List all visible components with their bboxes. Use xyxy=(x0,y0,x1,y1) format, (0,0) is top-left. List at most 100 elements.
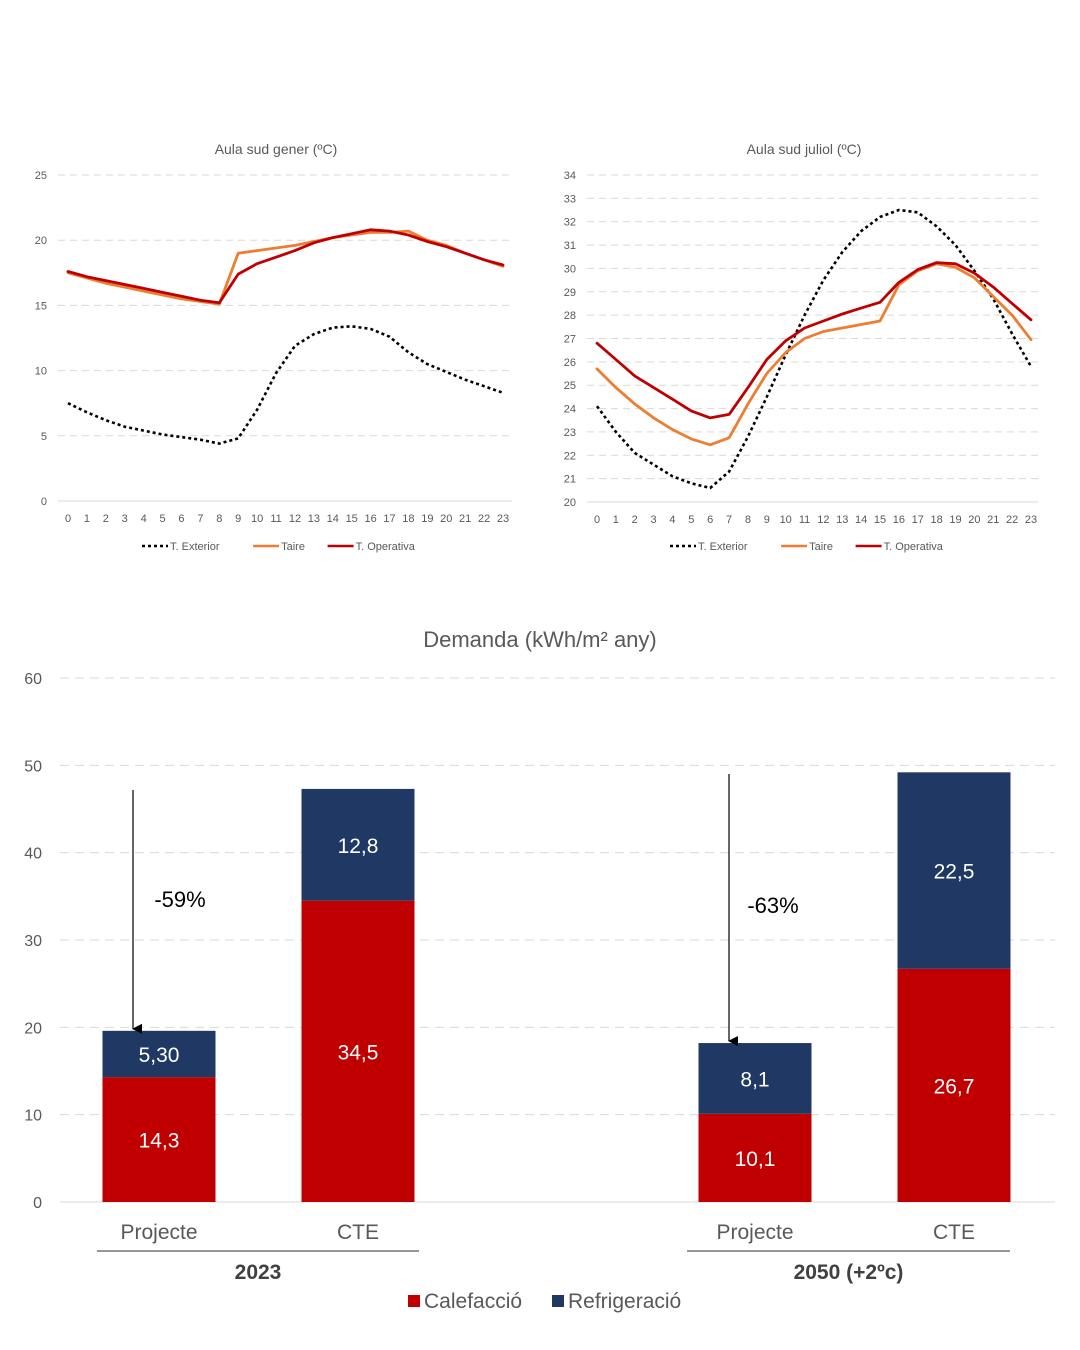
x-tick-label: 22 xyxy=(478,513,490,525)
x-tick-label: 13 xyxy=(308,513,320,525)
x-tick-label: 15 xyxy=(874,514,886,526)
x-tick-label: 19 xyxy=(421,513,433,525)
bar-refrigeracio xyxy=(698,1043,812,1114)
bar-calefaccio xyxy=(897,968,1011,1202)
x-tick-label: 9 xyxy=(235,513,241,525)
y-tick-label: 25 xyxy=(35,170,47,182)
y-tick-label: 28 xyxy=(564,310,576,322)
x-tick-label: 20 xyxy=(440,513,452,525)
category-label: CTE xyxy=(933,1221,975,1244)
x-tick-label: 1 xyxy=(613,514,619,526)
y-tick-label: 50 xyxy=(24,758,42,775)
bar-calefaccio xyxy=(102,1077,216,1202)
y-tick-label: 33 xyxy=(564,193,576,205)
data-label: 14,3 xyxy=(139,1130,180,1153)
x-tick-label: 5 xyxy=(688,514,694,526)
x-tick-label: 8 xyxy=(745,514,751,526)
x-tick-label: 3 xyxy=(122,513,128,525)
series-line-taire xyxy=(595,262,1033,447)
y-tick-label: 27 xyxy=(564,334,576,346)
reduction-label: -59% xyxy=(154,887,205,912)
x-tick-label: 7 xyxy=(726,514,732,526)
data-label: 22,5 xyxy=(934,861,975,884)
chart-title: Aula sud gener (ºC) xyxy=(215,141,338,157)
y-tick-label: 20 xyxy=(24,1020,42,1037)
y-tick-label: 25 xyxy=(564,380,576,392)
x-tick-label: 12 xyxy=(289,513,301,525)
group-label: 2023 xyxy=(235,1261,282,1284)
series-line-operativa xyxy=(66,228,505,305)
y-tick-label: 21 xyxy=(564,474,576,486)
legend-swatch-refrigeracio xyxy=(552,1295,564,1307)
legend-label-taire: Taire xyxy=(809,541,833,553)
y-tick-label: 29 xyxy=(564,287,576,299)
x-tick-label: 4 xyxy=(669,514,675,526)
x-tick-label: 17 xyxy=(912,514,924,526)
x-tick-label: 17 xyxy=(383,513,395,525)
bar-chart: Demanda (kWh/m² any) 0 10 20 30 40 50 60 14,3 5,3… xyxy=(24,627,1055,1313)
x-tick-label: 20 xyxy=(968,514,980,526)
x-tick-label: 16 xyxy=(893,514,905,526)
x-tick-label: 15 xyxy=(346,513,358,525)
data-label: 34,5 xyxy=(338,1041,379,1064)
legend-label-operativa: T. Operativa xyxy=(356,541,416,553)
x-tick-label: 6 xyxy=(178,513,184,525)
y-tick-label: 10 xyxy=(35,366,47,378)
y-tick-label: 23 xyxy=(564,427,576,439)
y-tick-label: 24 xyxy=(564,404,576,416)
chart-title: Aula sud juliol (ºC) xyxy=(747,141,862,157)
legend-label-calefaccio: Calefacció xyxy=(424,1290,522,1313)
y-tick-label: 15 xyxy=(35,300,47,312)
chart-title: Demanda (kWh/m² any) xyxy=(423,627,657,652)
x-tick-label: 2 xyxy=(632,514,638,526)
y-tick-label: 40 xyxy=(24,846,42,863)
bar-refrigeracio xyxy=(102,1030,216,1078)
legend-label-exterior: T. Exterior xyxy=(170,541,220,553)
category-label: CTE xyxy=(337,1221,379,1244)
series-line-operativa xyxy=(595,261,1033,420)
data-label: 8,1 xyxy=(740,1068,769,1091)
bar-refrigeracio xyxy=(301,788,415,901)
y-tick-label: 60 xyxy=(24,671,42,688)
x-tick-label: 1 xyxy=(84,513,90,525)
x-tick-label: 0 xyxy=(594,514,600,526)
category-label: Projecte xyxy=(120,1221,197,1244)
y-tick-label: 26 xyxy=(564,357,576,369)
legend-label-exterior: T. Exterior xyxy=(698,541,748,553)
category-label: Projecte xyxy=(716,1221,793,1244)
x-tick-label: 16 xyxy=(364,513,376,525)
data-label: 12,8 xyxy=(338,835,379,858)
x-tick-label: 22 xyxy=(1006,514,1018,526)
y-tick-label: 20 xyxy=(35,235,47,247)
bar-calefaccio xyxy=(698,1113,812,1202)
x-tick-label: 4 xyxy=(141,513,147,525)
x-tick-label: 5 xyxy=(160,513,166,525)
y-tick-label: 5 xyxy=(41,431,47,443)
legend-label-operativa: T. Operativa xyxy=(884,541,944,553)
y-tick-label: 32 xyxy=(564,217,576,229)
y-tick-label: 30 xyxy=(564,263,576,275)
x-tick-label: 21 xyxy=(459,513,471,525)
x-tick-label: 18 xyxy=(931,514,943,526)
x-tick-label: 9 xyxy=(764,514,770,526)
y-tick-label: 30 xyxy=(24,933,42,950)
x-tick-label: 14 xyxy=(855,514,867,526)
data-label: 26,7 xyxy=(934,1075,975,1098)
series-line-exterior xyxy=(595,208,1033,490)
group-label: 2050 (+2ºc) xyxy=(794,1261,904,1284)
x-tick-label: 12 xyxy=(817,514,829,526)
x-tick-label: 19 xyxy=(949,514,961,526)
x-tick-label: 10 xyxy=(780,514,792,526)
series-line-taire xyxy=(66,229,505,306)
data-label: 5,30 xyxy=(139,1044,180,1067)
line-chart-1: Aula sud juliol (ºC)20212223242526272829… xyxy=(564,141,1038,553)
x-tick-label: 21 xyxy=(987,514,999,526)
y-tick-label: 31 xyxy=(564,240,576,252)
x-tick-label: 10 xyxy=(251,513,263,525)
x-tick-label: 8 xyxy=(216,513,222,525)
x-tick-label: 13 xyxy=(836,514,848,526)
x-tick-label: 0 xyxy=(65,513,71,525)
x-tick-label: 11 xyxy=(270,513,281,525)
